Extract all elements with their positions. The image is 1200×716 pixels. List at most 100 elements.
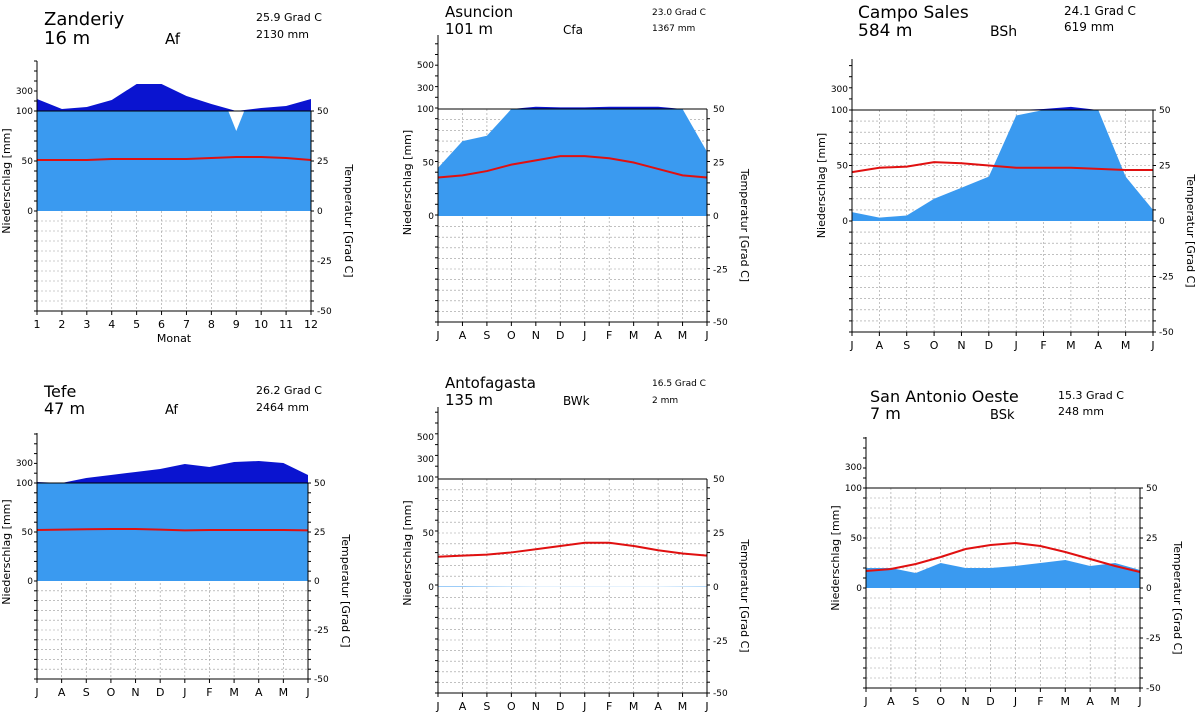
month-label: 6 [158, 318, 165, 331]
station-name: Antofagasta [445, 374, 536, 392]
month-label: A [1095, 339, 1103, 352]
precip-tick-label: 0 [856, 584, 862, 594]
precip-tick-label: 0 [27, 207, 33, 217]
y2-axis-title: Temperatur [Grad C] [1184, 173, 1197, 287]
temp-tick-label: 25 [314, 528, 325, 538]
temp-tick-label: 50 [314, 479, 326, 489]
month-label: J [182, 686, 186, 699]
month-label: 2 [58, 318, 65, 331]
precip-tick-label: 100 [417, 475, 434, 485]
temp-tick-label: 0 [713, 583, 719, 593]
month-label: A [654, 700, 662, 713]
month-label: M [1061, 695, 1071, 708]
month-label: 9 [233, 318, 240, 331]
precip-tick-label: 0 [27, 577, 33, 587]
temp-tick-label: 25 [713, 529, 724, 539]
mean-temperature: 16.5 Grad C [652, 379, 706, 389]
month-label: F [606, 700, 612, 713]
y2-axis-title: Temperatur [Grad C] [1171, 540, 1184, 654]
month-label: J [1137, 695, 1141, 708]
month-label: A [876, 339, 884, 352]
precipitation-area [866, 560, 1140, 588]
x-axis-title: Monat [157, 332, 192, 345]
month-label: D [985, 339, 993, 352]
station-name: San Antonio Oeste [870, 387, 1019, 406]
precip-tick-label: 0 [428, 583, 434, 593]
y2-axis-title: Temperatur [Grad C] [738, 538, 751, 652]
climate-class: BSk [990, 408, 1015, 423]
precip-tick-label: 50 [837, 162, 849, 172]
precip-tick-label: 300 [417, 84, 434, 94]
temperature-line [36, 528, 309, 532]
month-label: M [678, 329, 688, 342]
temp-tick-label: -50 [1146, 684, 1161, 694]
temperature-line [37, 156, 312, 161]
annual-precipitation: 2130 mm [256, 28, 309, 41]
month-label: O [507, 329, 516, 342]
month-label: A [459, 329, 467, 342]
month-label: A [1086, 695, 1094, 708]
month-label: N [532, 329, 540, 342]
month-label: A [459, 700, 467, 713]
temp-tick-label: -50 [1159, 328, 1174, 338]
month-label: J [863, 695, 867, 708]
temperature-line [437, 155, 708, 179]
month-label: A [58, 686, 66, 699]
precip-tick-label: 50 [851, 534, 863, 544]
station-elevation: 584 m [858, 21, 912, 41]
month-label: O [936, 695, 945, 708]
month-label: J [1014, 339, 1018, 352]
month-label: J [582, 329, 586, 342]
temp-tick-label: -25 [713, 266, 728, 276]
y-axis-title: Niederschlag [mm] [815, 133, 828, 238]
temp-tick-label: -50 [314, 675, 329, 685]
month-label: F [1040, 339, 1046, 352]
month-label: M [279, 686, 289, 699]
mean-temperature: 15.3 Grad C [1058, 389, 1124, 402]
y-axis-title: Niederschlag [mm] [401, 500, 414, 605]
precip-tick-label: 300 [417, 455, 434, 465]
temp-tick-label: -50 [713, 689, 728, 699]
month-label: S [903, 339, 910, 352]
precipitation-area [852, 110, 1153, 221]
temp-tick-label: 0 [314, 577, 320, 587]
precip-tick-label: 0 [842, 217, 848, 227]
temp-tick-label: 0 [713, 212, 719, 222]
month-label: J [582, 700, 586, 713]
month-label: 3 [83, 318, 90, 331]
y2-axis-title: Temperatur [Grad C] [342, 163, 355, 277]
y-axis-title: Niederschlag [mm] [401, 130, 414, 235]
annual-precipitation: 2 mm [652, 396, 678, 406]
precipitation-excess-area [438, 106, 707, 109]
annual-precipitation: 2464 mm [256, 401, 309, 414]
month-label: M [629, 329, 639, 342]
precip-tick-label: 100 [16, 479, 33, 489]
month-label: M [1066, 339, 1076, 352]
precip-tick-label: 100 [831, 106, 848, 116]
month-label: S [483, 329, 490, 342]
temp-tick-label: 50 [1159, 106, 1171, 116]
temperature-line [437, 541, 708, 558]
precip-tick-label: 50 [423, 159, 435, 169]
month-label: J [305, 686, 309, 699]
precipitation-dip [228, 111, 245, 131]
month-label: J [1013, 695, 1017, 708]
climate-class: Cfa [563, 23, 583, 37]
temp-tick-label: -25 [1159, 273, 1174, 283]
station-name: Campo Sales [858, 3, 969, 23]
annual-precipitation: 1367 mm [652, 24, 695, 34]
mean-temperature: 25.9 Grad C [256, 11, 322, 24]
climate-class: BWk [563, 394, 590, 408]
month-label: D [556, 329, 564, 342]
month-label: J [435, 700, 439, 713]
month-label: 5 [133, 318, 140, 331]
temp-tick-label: 25 [1159, 162, 1170, 172]
temp-tick-label: 50 [1146, 484, 1158, 494]
month-label: J [704, 700, 708, 713]
station-name: Asuncion [445, 3, 513, 21]
month-label: J [704, 329, 708, 342]
